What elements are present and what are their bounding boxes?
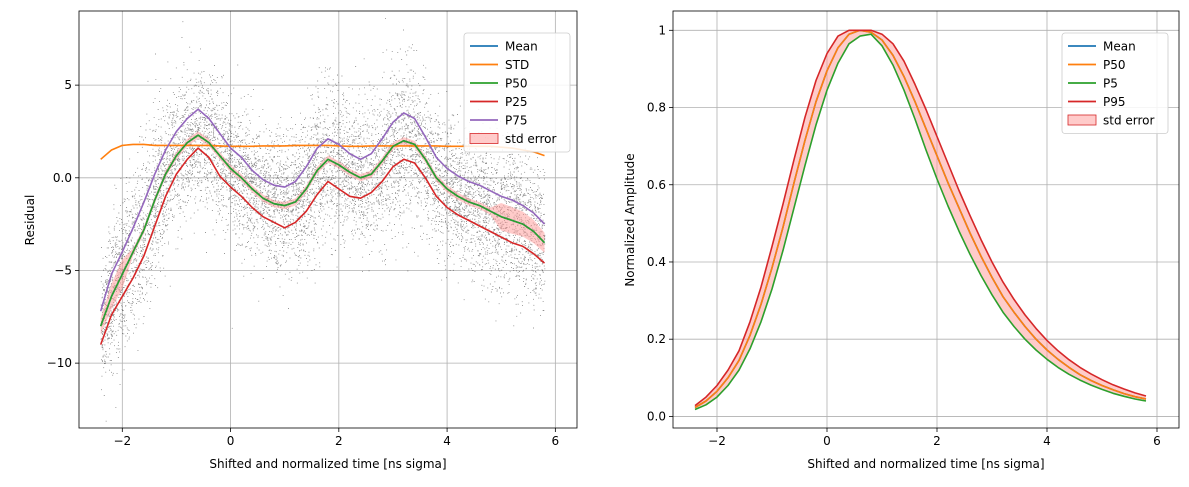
series-line-p75: [99, 108, 546, 312]
x-tick-label: 6: [1153, 434, 1161, 448]
y-tick-label: 0.6: [647, 178, 666, 192]
x-tick-label: 0: [227, 434, 235, 448]
legend-label: P95: [1103, 95, 1126, 109]
legend-label: Mean: [1103, 40, 1136, 54]
legend-box: [463, 32, 571, 153]
legend-label: std error: [505, 132, 557, 146]
legend-label: P50: [1103, 58, 1126, 72]
residual-x-ticks: −2 0 2 4 6: [113, 428, 559, 448]
amplitude-series-lines: [694, 29, 1147, 411]
legend-label: P5: [1103, 77, 1118, 91]
residual-y-ticks: −10 −5 0.0 5: [47, 78, 79, 370]
amplitude-y-axis-label: Normalized Amplitude: [623, 153, 637, 286]
x-tick-label: 4: [1043, 434, 1051, 448]
y-tick-label: 0.2: [647, 332, 666, 346]
series-line-p50: [694, 29, 1147, 409]
residual-axes-frame: [78, 10, 578, 429]
amplitude-chart: −2 0 2 4 6 0.0 0.2 0.4 0.6 0.8 1 Shifted and norm…: [623, 10, 1180, 471]
y-tick-label: 0.8: [647, 101, 666, 115]
legend-swatch-band: [469, 133, 499, 144]
legend-label: STD: [505, 58, 529, 72]
residual-y-axis-label: Residual: [23, 195, 37, 246]
series-line-p25: [99, 147, 546, 345]
amplitude-y-ticks: 0.0 0.2 0.4 0.6 0.8 1: [647, 23, 673, 423]
legend-swatch-band: [1067, 114, 1097, 126]
y-tick-label: 0.0: [53, 171, 72, 185]
residual-x-axis-label: Shifted and normalized time [ns sigma]: [209, 457, 446, 471]
std-error-band: [695, 30, 1146, 410]
amplitude-legend: Mean P50 P5 P95 std error: [1061, 32, 1169, 134]
residual-chart: −2 0 2 4 6 −10 −5 0.0 5 Shifted and normalized …: [23, 10, 578, 471]
amplitude-axes-frame: [672, 10, 1180, 429]
legend-label: P50: [505, 77, 528, 91]
amplitude-std-error-band: [695, 30, 1146, 410]
x-tick-label: 4: [443, 434, 451, 448]
x-tick-label: −2: [708, 434, 726, 448]
y-tick-label: 0.4: [647, 255, 666, 269]
legend-box: [1061, 32, 1169, 134]
x-tick-label: 0: [823, 434, 831, 448]
y-tick-label: −10: [47, 356, 72, 370]
legend-label: Mean: [505, 40, 538, 54]
amplitude-x-ticks: −2 0 2 4 6: [708, 428, 1161, 448]
y-tick-label: 5: [64, 78, 72, 92]
y-tick-label: 1: [658, 23, 666, 37]
y-tick-label: 0.0: [647, 409, 666, 423]
y-tick-label: −5: [54, 263, 72, 277]
legend-label: P25: [505, 95, 528, 109]
legend-label: P75: [505, 114, 528, 128]
x-tick-label: −2: [113, 434, 131, 448]
residual-legend: Mean STD P50 P25 P75 std error: [463, 32, 571, 153]
amplitude-x-axis-label: Shifted and normalized time [ns sigma]: [807, 457, 1044, 471]
series-line-p95: [694, 29, 1147, 407]
series-line-p50: [99, 134, 546, 327]
x-tick-label: 6: [552, 434, 560, 448]
x-tick-label: 2: [933, 434, 941, 448]
legend-label: std error: [1103, 114, 1155, 128]
residual-grid: [79, 11, 577, 428]
x-tick-label: 2: [335, 434, 343, 448]
series-line-p5: [694, 33, 1147, 411]
